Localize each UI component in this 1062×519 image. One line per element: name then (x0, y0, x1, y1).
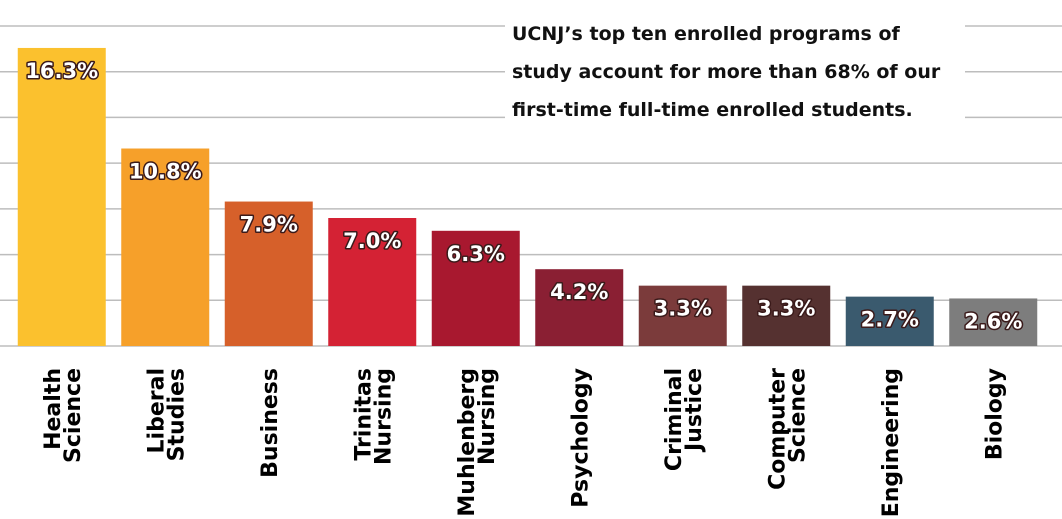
x-tick-label: CriminalJustice (662, 368, 707, 471)
value-label: 7.9% (240, 213, 298, 237)
x-tick-label: LiberalStudies (144, 368, 189, 461)
annotation: first-time full-time enrolled students. (512, 99, 913, 121)
bar (535, 269, 624, 346)
value-label: 4.2% (550, 280, 608, 304)
bar (328, 218, 417, 346)
value-label: 6.3% (447, 242, 505, 266)
bar (17, 47, 106, 346)
x-tick-label: MuhlenbergNursing (455, 368, 500, 517)
annotation-box (505, 12, 965, 152)
value-label: 16.3% (25, 59, 98, 83)
bar (949, 298, 1038, 346)
x-tick-label: HealthScience (41, 368, 86, 463)
value-label: 7.0% (343, 229, 401, 253)
x-tick-label: ComputerScience (765, 368, 810, 490)
value-label: 2.6% (964, 309, 1022, 333)
value-label: 3.3% (757, 297, 815, 321)
value-label: 2.7% (861, 308, 919, 332)
bar (742, 285, 831, 346)
annotation: UCNJ’s top ten enrolled programs of (512, 23, 900, 45)
bar (121, 148, 210, 346)
bar (431, 230, 520, 346)
value-label: 10.8% (129, 160, 202, 184)
bar (224, 201, 313, 346)
bar (638, 285, 727, 346)
x-tick-label: Psychology (568, 368, 593, 508)
x-tick-label: Business (258, 368, 283, 478)
bar (845, 296, 934, 346)
x-tick-label: Biology (982, 368, 1007, 460)
annotation: study account for more than 68% of our (512, 61, 941, 83)
x-tick-label: TrinitasNursing (351, 368, 396, 465)
x-tick-label: Engineering (879, 368, 904, 517)
value-label: 3.3% (654, 297, 712, 321)
